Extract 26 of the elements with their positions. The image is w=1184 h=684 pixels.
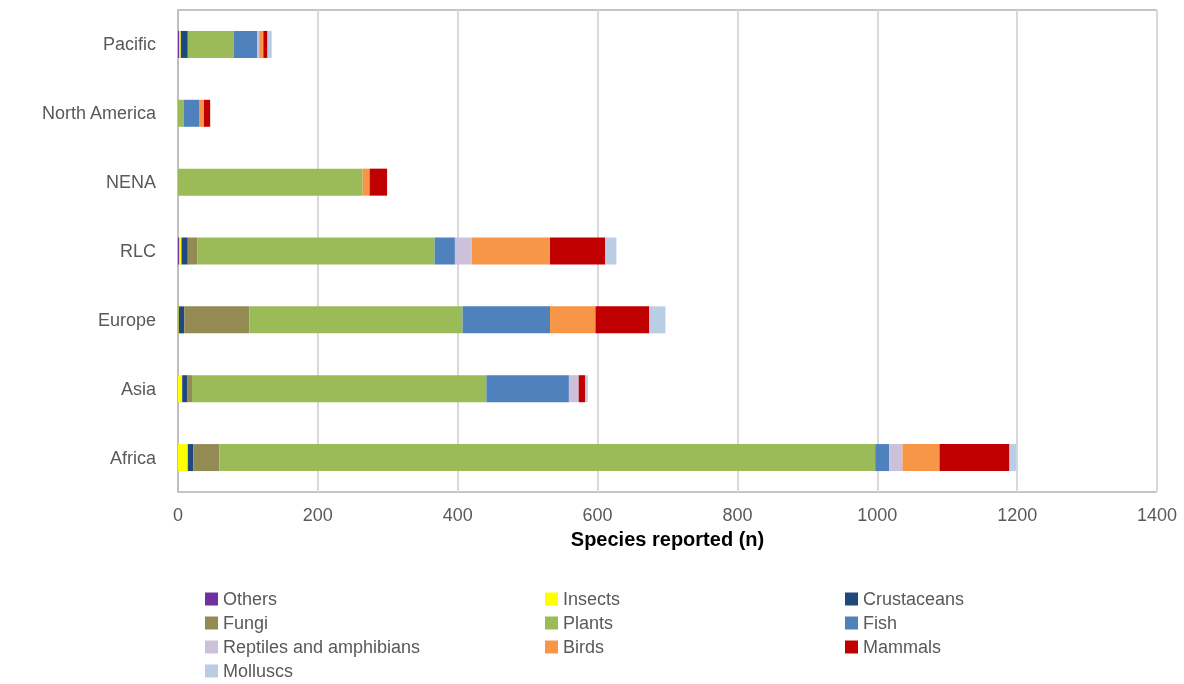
x-tick-label: 1400 — [1136, 505, 1178, 525]
y-tick-label: North America — [41, 103, 157, 124]
legend-label: Molluscs — [223, 661, 294, 681]
legend-label: Mammals — [863, 637, 942, 657]
x-tick-label: 200 — [302, 505, 333, 525]
legend-label: Insects — [563, 589, 621, 609]
legend-label: Others — [223, 589, 278, 609]
legend-label: Plants — [563, 613, 614, 633]
legend-label: Reptiles and amphibians — [223, 637, 421, 657]
legend-label: Crustaceans — [863, 589, 965, 609]
y-tick-label: Pacific — [102, 34, 156, 55]
y-tick-label: RLC — [119, 241, 156, 261]
x-axis-title: Species reported (n) — [570, 527, 765, 550]
legend-label: Fungi — [223, 613, 269, 633]
x-tick-label: 1200 — [997, 505, 1038, 525]
x-tick-label: 800 — [722, 505, 753, 525]
x-tick-label: 0 — [172, 505, 184, 525]
x-tick-label: 400 — [442, 505, 473, 525]
y-tick-label: NENA — [105, 172, 156, 193]
y-tick-label: Africa — [109, 447, 157, 468]
legend-label: Fish — [863, 613, 898, 633]
x-tick-label: 1000 — [857, 505, 898, 525]
x-tick-label: 600 — [582, 505, 613, 525]
y-tick-label: Asia — [120, 378, 157, 399]
y-tick-label: Europe — [97, 309, 156, 330]
legend-label: Birds — [563, 637, 605, 657]
